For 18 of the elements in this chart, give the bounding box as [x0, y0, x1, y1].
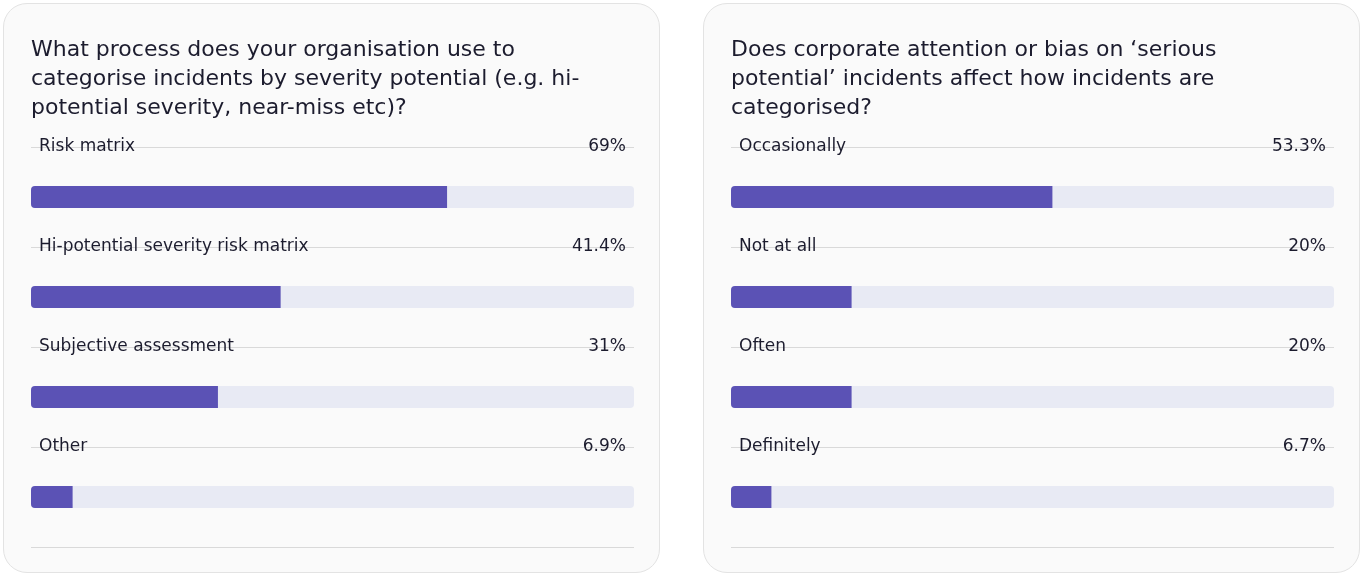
data-label: 20% — [1288, 334, 1326, 355]
y-tick-label: Subjective assessment — [39, 334, 235, 355]
data-label: 6.7% — [1282, 434, 1326, 455]
data-label: 20% — [1288, 234, 1326, 255]
data-label: 69% — [588, 134, 626, 155]
data-label: 31% — [588, 334, 626, 355]
chart-title: What process does your organisation use to categorise incidents by severity potential (e.g. hi-potential severity, near-miss etc)? — [31, 35, 581, 121]
data-label: 41.4% — [571, 234, 626, 255]
y-tick-label: Not at all — [739, 234, 817, 255]
y-tick-label: Occasionally — [739, 134, 847, 155]
data-label: 53.3% — [1271, 134, 1326, 155]
y-tick-label: Often — [739, 334, 786, 355]
y-tick-label: Definitely — [739, 434, 821, 455]
y-tick-label: Other — [39, 434, 88, 455]
y-tick-label: Risk matrix — [39, 134, 136, 155]
y-tick-label: Hi-potential severity risk matrix — [39, 234, 309, 255]
data-label: 6.9% — [582, 434, 626, 455]
chart-title: Does corporate attention or bias on ‘serious potential’ incidents affect how incidents are categorised? — [731, 35, 1218, 121]
